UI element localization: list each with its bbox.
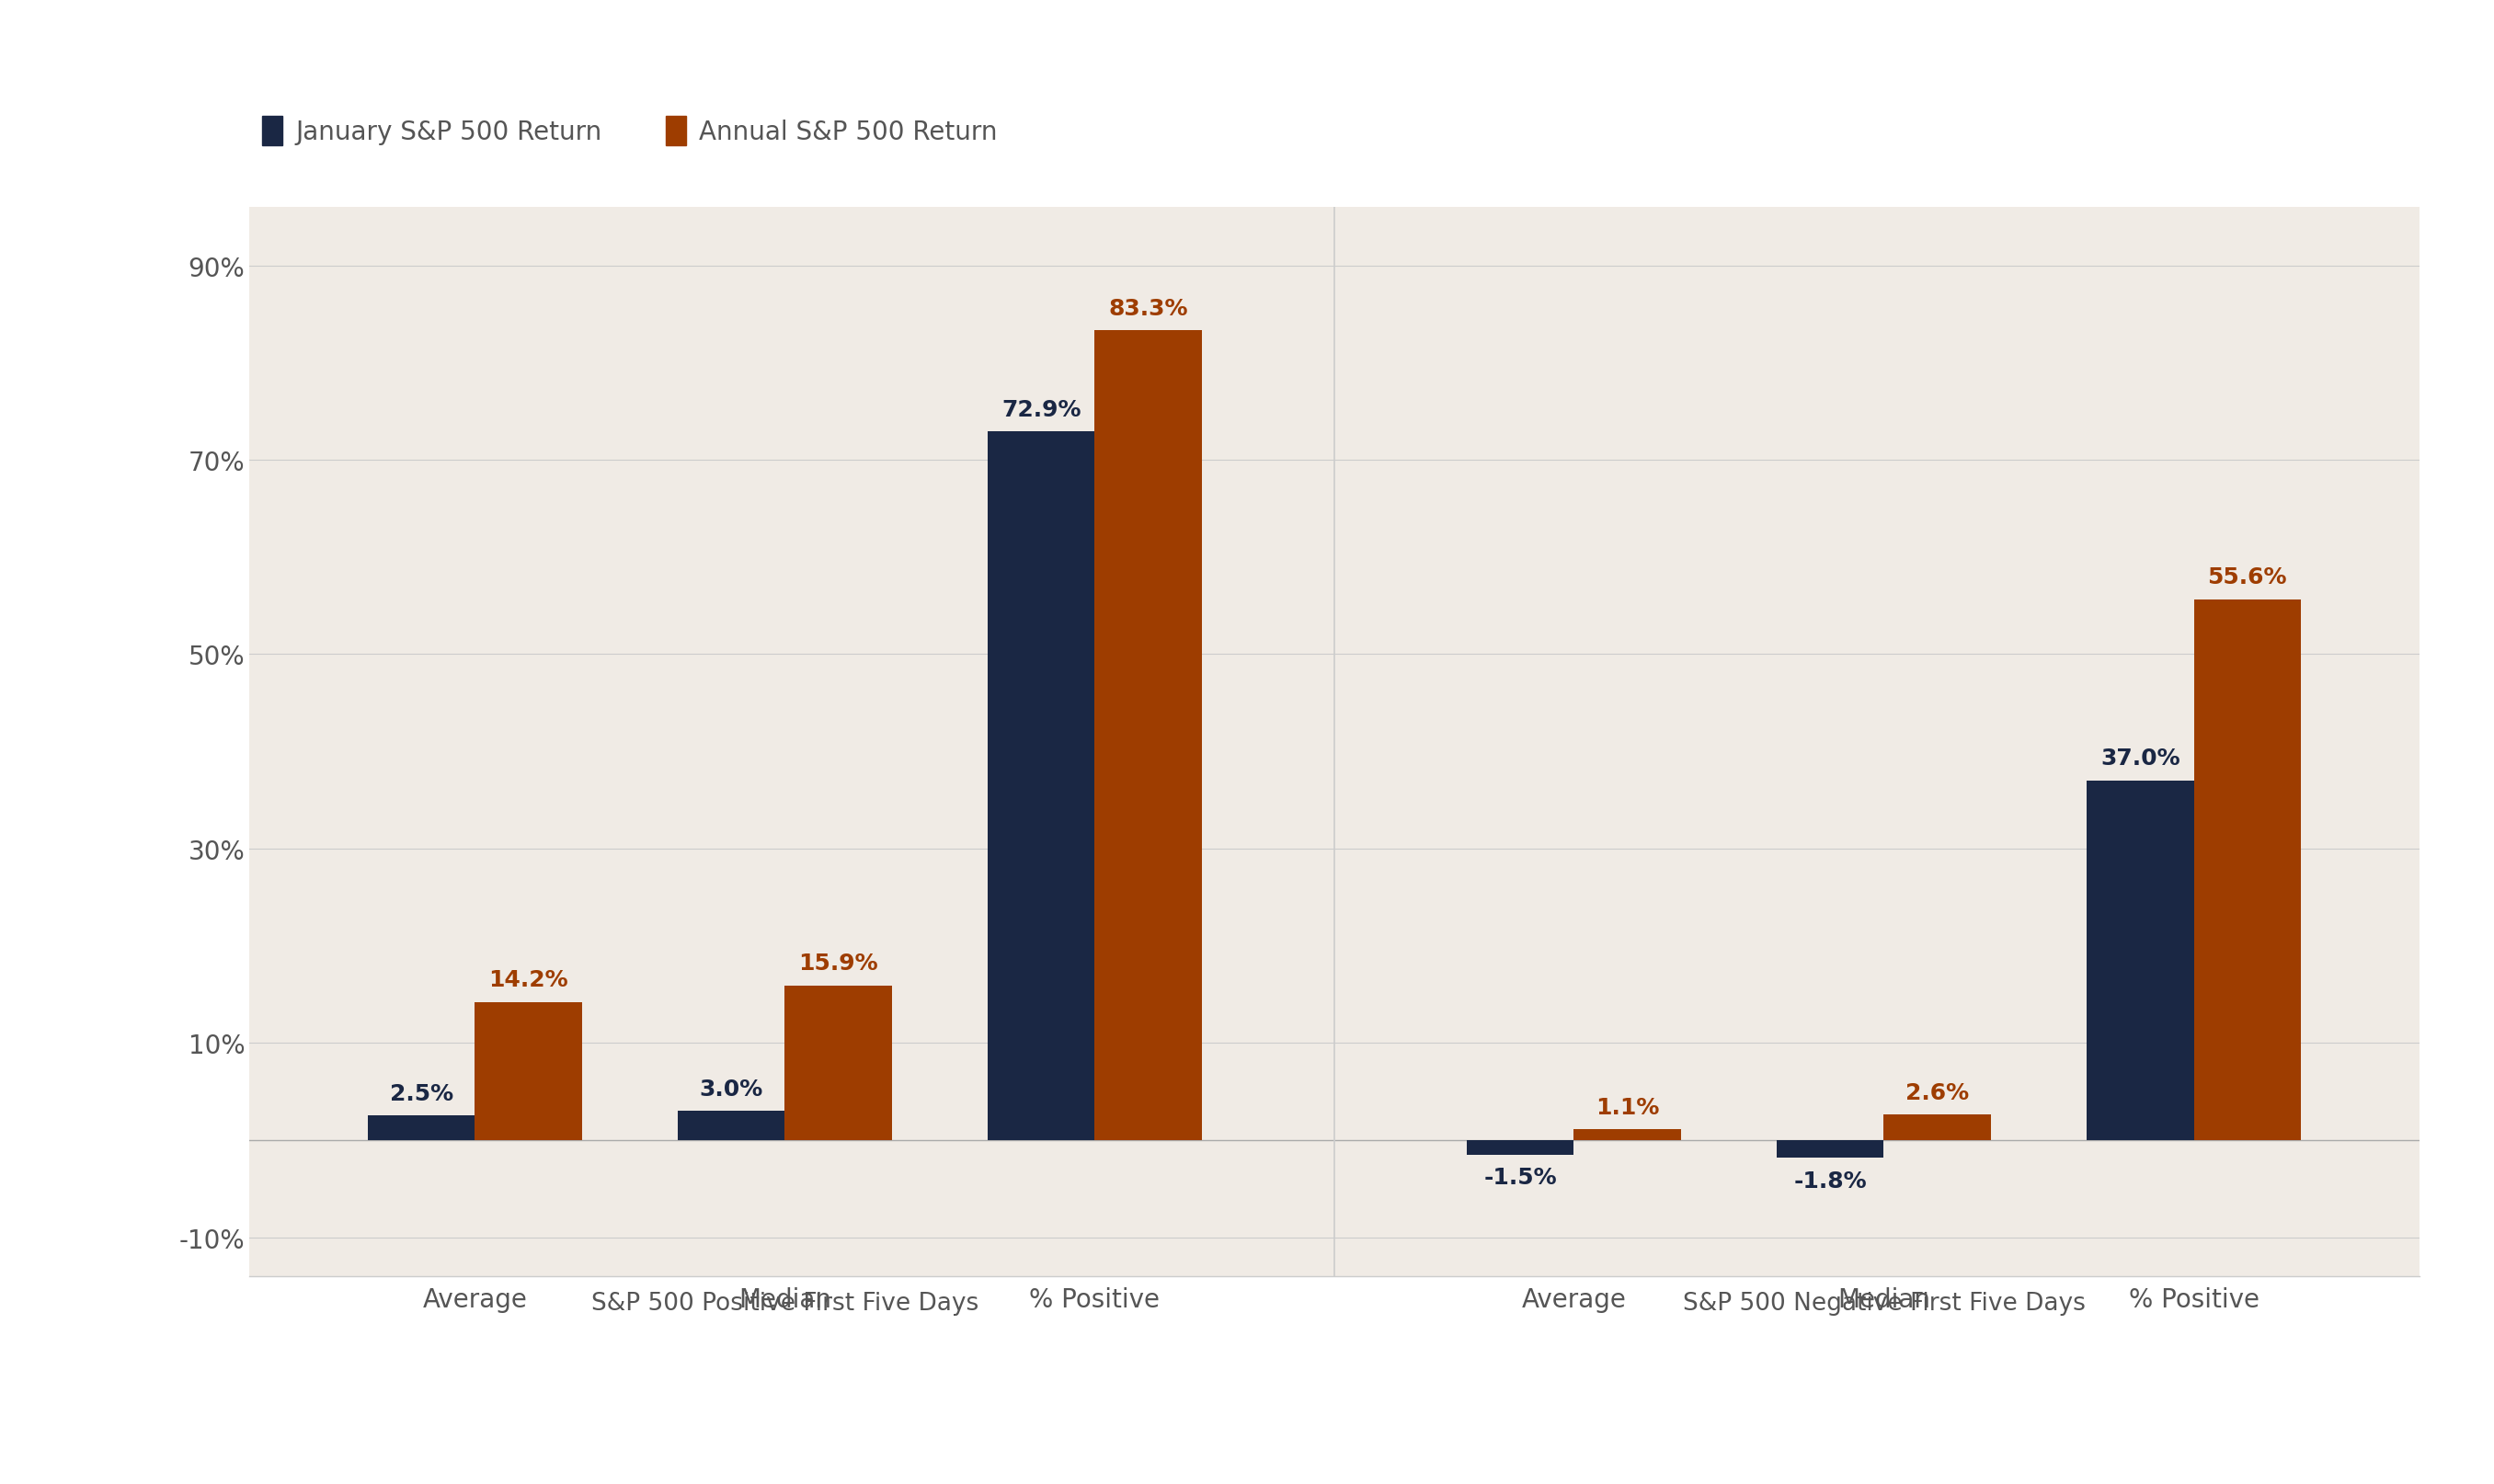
Text: 2.6%: 2.6% xyxy=(1905,1082,1970,1103)
Bar xyxy=(1883,1114,1990,1140)
Text: 72.9%: 72.9% xyxy=(1003,398,1080,420)
Text: 1.1%: 1.1% xyxy=(1596,1095,1659,1117)
Text: 3.0%: 3.0% xyxy=(698,1077,763,1100)
Text: 55.6%: 55.6% xyxy=(2207,567,2287,589)
Text: 37.0%: 37.0% xyxy=(2100,746,2180,769)
Text: -1.8%: -1.8% xyxy=(1793,1169,1868,1192)
Bar xyxy=(988,432,1095,1140)
Text: S&P 500 Positive First Five Days: S&P 500 Positive First Five Days xyxy=(591,1291,978,1315)
Bar xyxy=(474,1002,581,1140)
Bar xyxy=(2195,600,2302,1140)
Bar xyxy=(1095,331,1202,1140)
Text: 83.3%: 83.3% xyxy=(1107,297,1187,319)
Text: 15.9%: 15.9% xyxy=(798,953,878,974)
Bar xyxy=(367,1116,474,1140)
Text: 2.5%: 2.5% xyxy=(389,1082,454,1104)
Bar xyxy=(2087,781,2195,1140)
Bar xyxy=(786,985,893,1140)
Text: 14.2%: 14.2% xyxy=(489,969,569,991)
Bar xyxy=(678,1112,786,1140)
Bar xyxy=(1466,1140,1574,1155)
Bar xyxy=(1574,1129,1681,1140)
Bar xyxy=(1776,1140,1883,1158)
Text: -1.5%: -1.5% xyxy=(1484,1166,1556,1189)
Text: S&P 500 Negative First Five Days: S&P 500 Negative First Five Days xyxy=(1683,1291,2085,1315)
Legend: January S&P 500 Return, Annual S&P 500 Return: January S&P 500 Return, Annual S&P 500 R… xyxy=(262,117,998,145)
